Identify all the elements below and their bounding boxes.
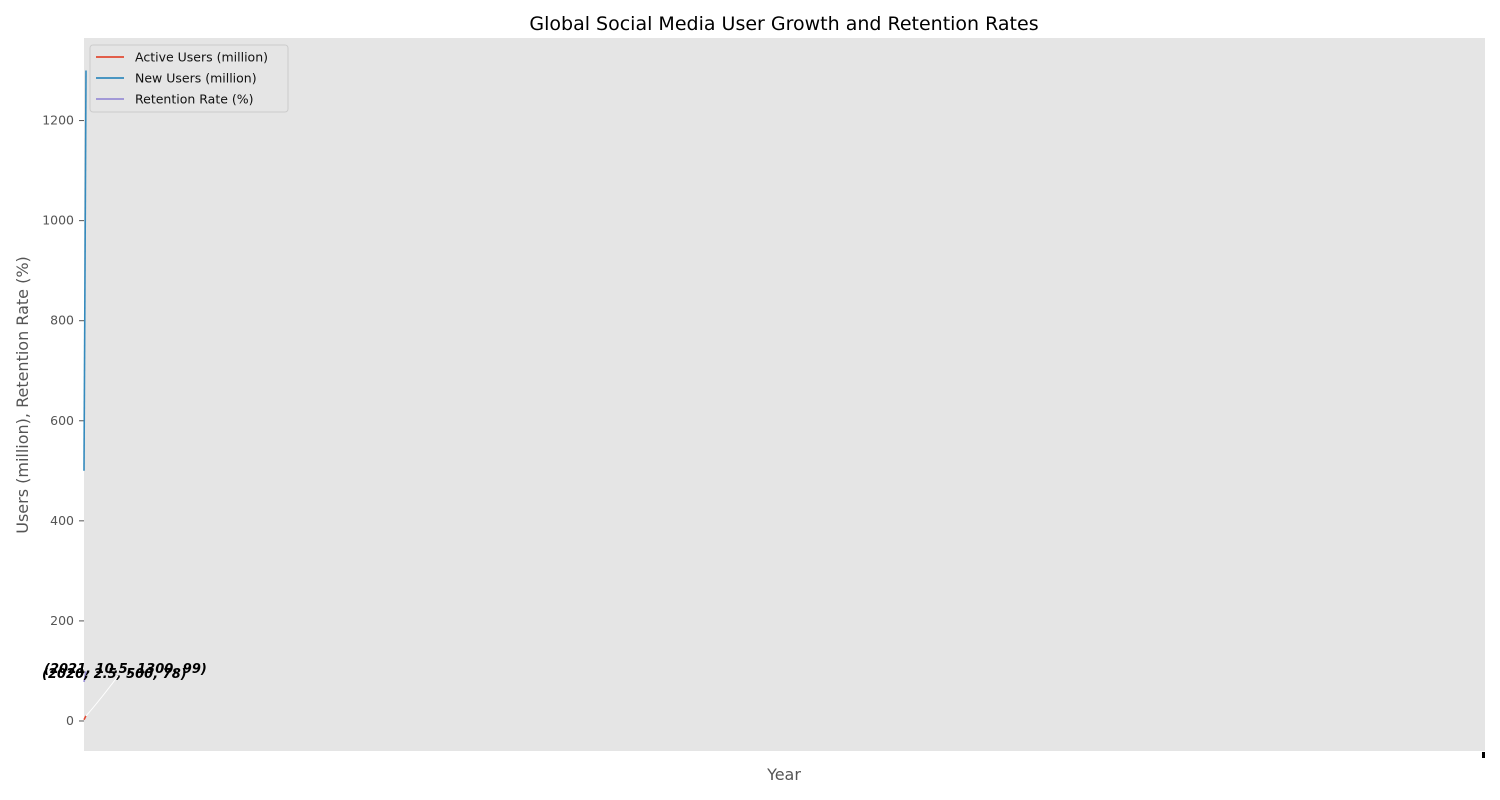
plot-area — [84, 38, 1485, 751]
legend-label: Active Users (million) — [135, 50, 268, 65]
legend-label: Retention Rate (%) — [135, 92, 254, 107]
y-axis: 0 200 400 600 800 1000 1200 — [42, 113, 84, 728]
chart-title: Global Social Media User Growth and Rete… — [529, 13, 1038, 35]
y-axis-label: Users (million), Retention Rate (%) — [13, 256, 32, 534]
x-tick-mark — [1482, 752, 1485, 758]
annotation-label: (2021, 10.5, 1300, 99) — [44, 662, 207, 677]
y-tick-label: 1000 — [42, 213, 74, 228]
x-axis-label: Year — [766, 765, 801, 784]
y-tick-label: 200 — [50, 613, 74, 628]
y-tick-label: 600 — [50, 413, 74, 428]
y-tick-label: 400 — [50, 513, 74, 528]
legend: Active Users (million) New Users (million… — [90, 45, 288, 112]
legend-label: New Users (million) — [135, 71, 257, 86]
y-tick-label: 0 — [66, 713, 74, 728]
y-tick-label: 800 — [50, 313, 74, 328]
y-tick-label: 1200 — [42, 113, 74, 128]
